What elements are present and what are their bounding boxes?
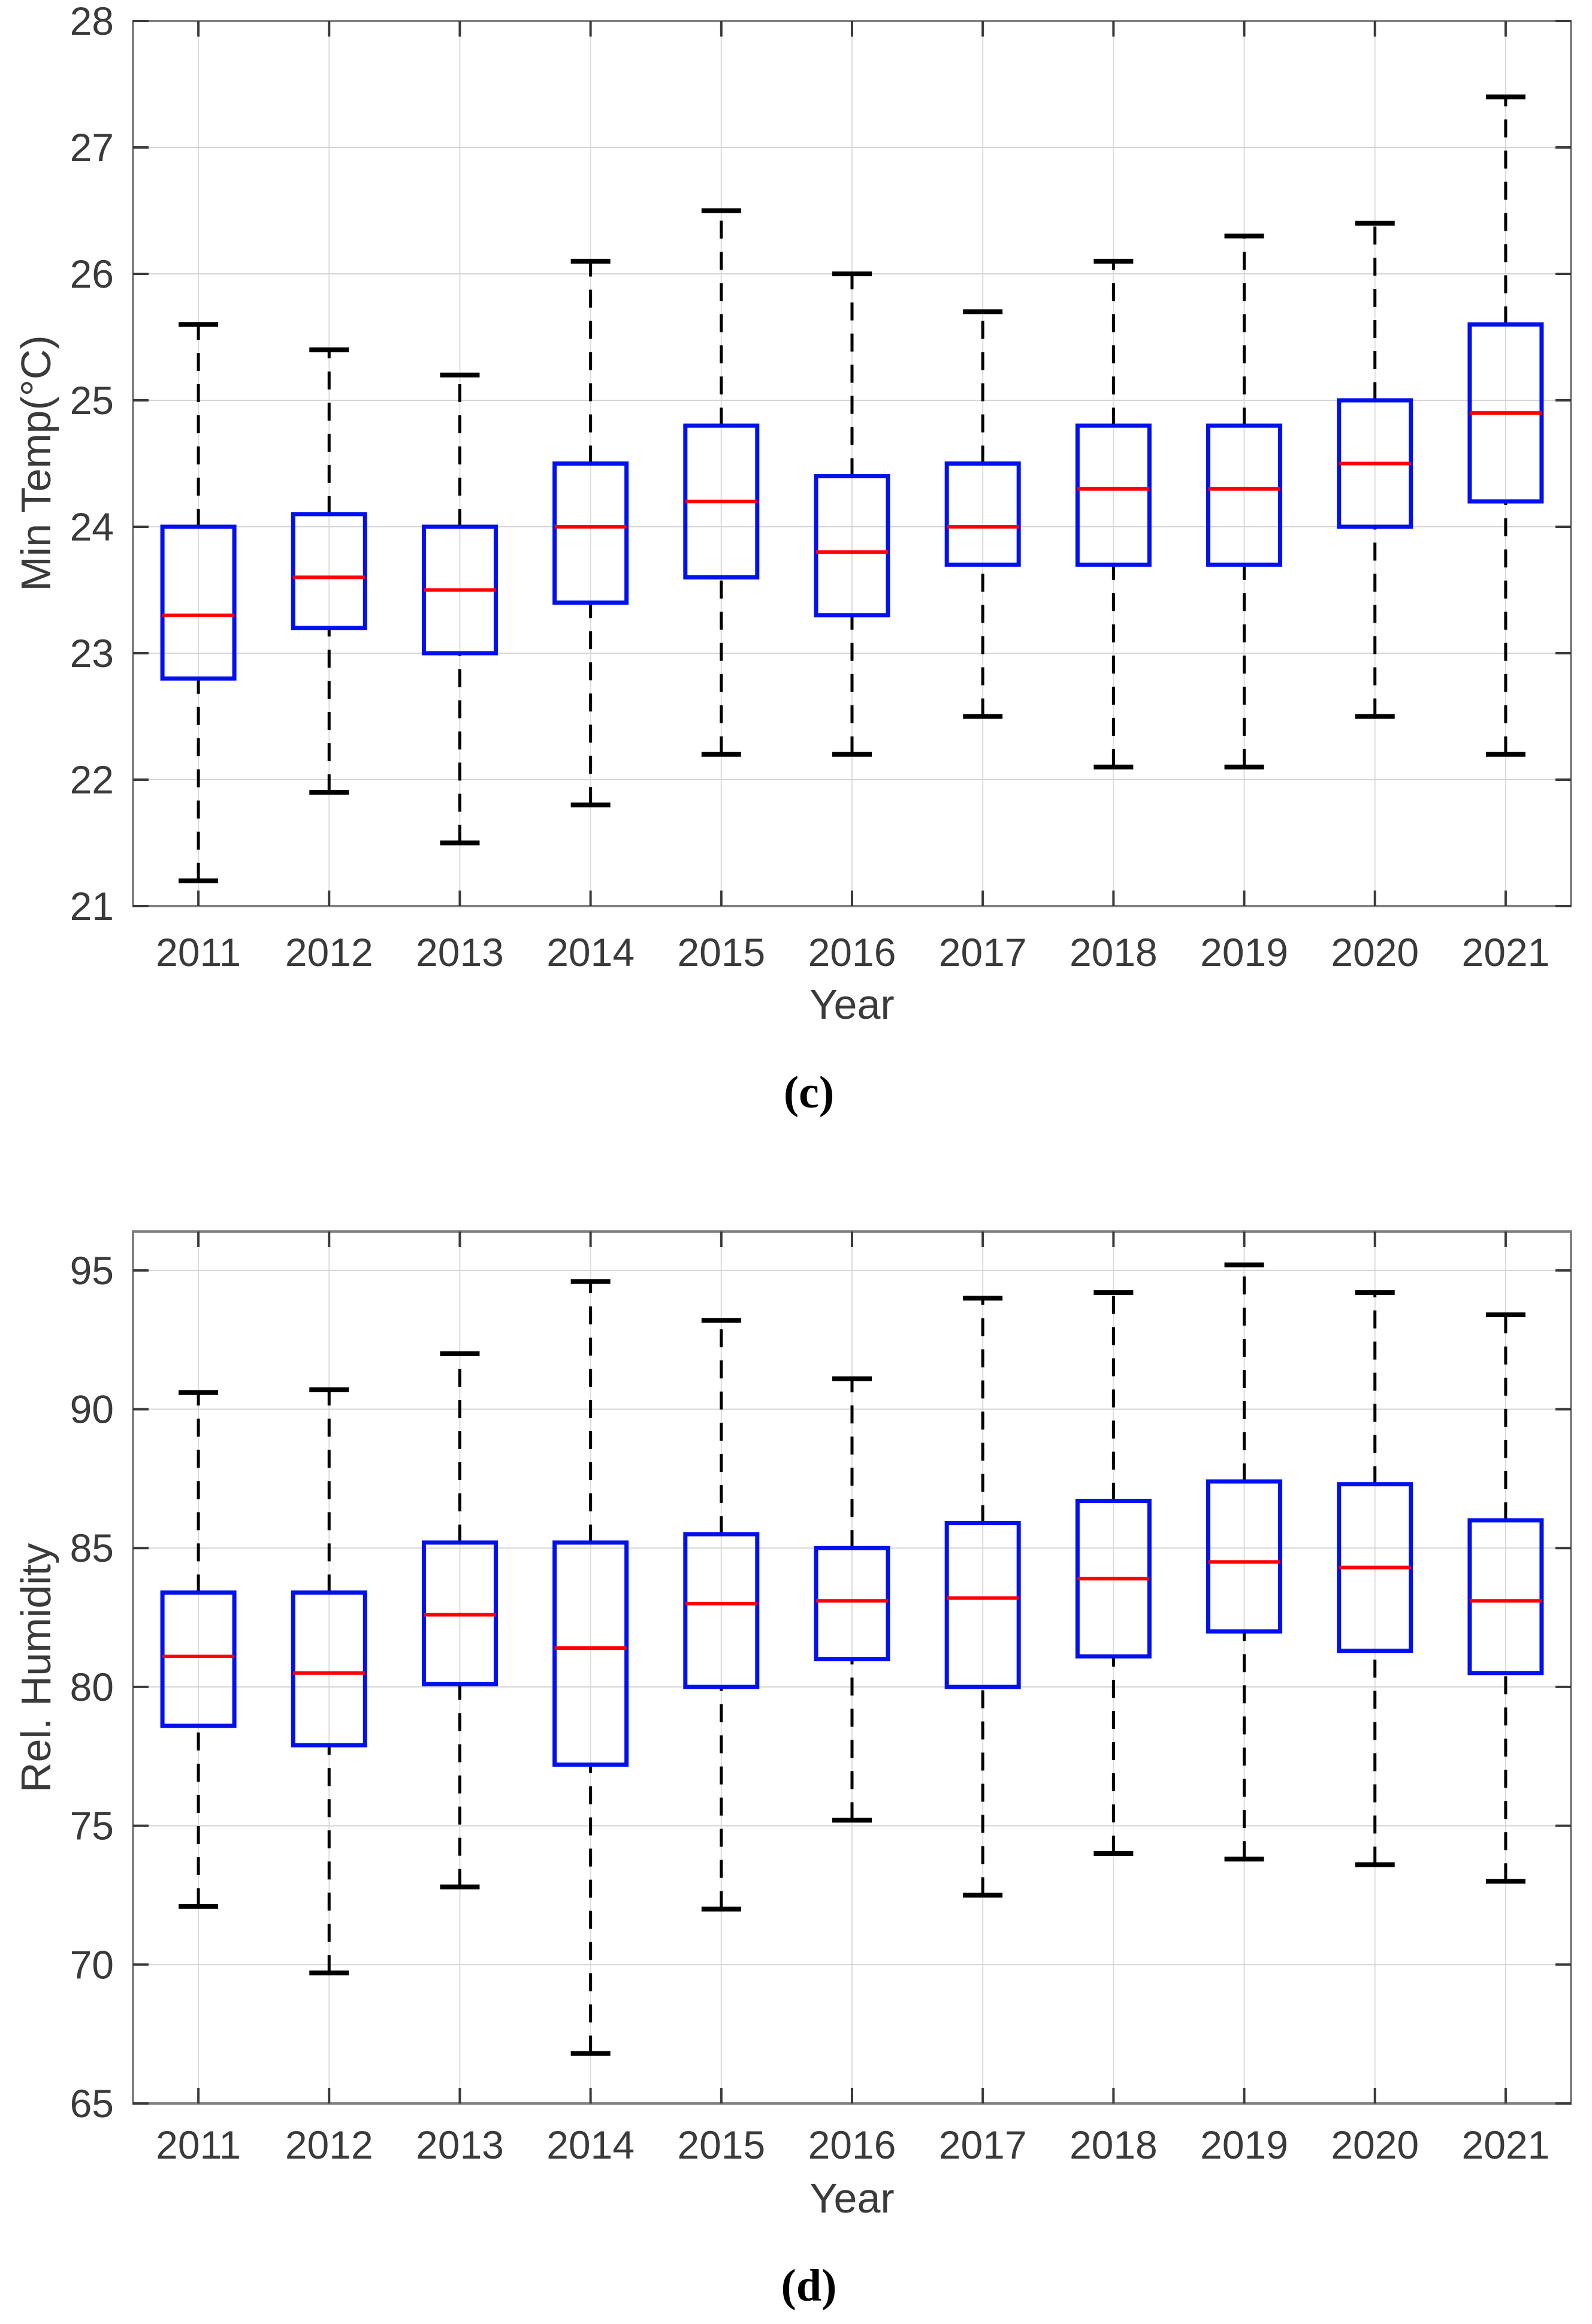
y-tick-label: 26: [70, 252, 114, 296]
iqr-box: [1075, 423, 1152, 567]
box-group-2011: [160, 1390, 237, 1909]
y-tick-label: 21: [70, 884, 114, 928]
y-tick-label: 90: [70, 1387, 114, 1432]
box-group-2016: [814, 1376, 890, 1823]
y-tick-label: 65: [70, 2081, 114, 2126]
box-group-2016: [814, 271, 890, 757]
y-tick-label: 80: [70, 1665, 114, 1709]
rel-humidity-plot-area: 65 70 75 80 85 90 95 2011 2012 2013 2014 2015 2016 20…: [70, 1230, 1572, 2167]
box-group-2014: [552, 258, 629, 808]
box-group-2013: [421, 1351, 498, 1890]
iqr-box: [683, 1532, 760, 1689]
y-tick-label: 28: [70, 0, 114, 43]
box-group-2021: [1467, 1312, 1544, 1884]
iqr-box: [160, 1590, 237, 1728]
y-tick-label: 22: [70, 757, 114, 802]
box-group-2015: [683, 1318, 760, 1912]
y-tick-label: 75: [70, 1804, 114, 1848]
y-tick-label: 27: [70, 125, 114, 170]
x-tick-label: 2017: [939, 930, 1027, 974]
min-temp-y-axis-label: Min Temp(°C): [13, 335, 59, 591]
y-tick-label: 95: [70, 1248, 114, 1293]
iqr-box: [1206, 1479, 1283, 1634]
iqr-box: [291, 1590, 367, 1747]
x-tick-label: 2011: [156, 930, 241, 974]
x-tick-label: 2011: [156, 2123, 241, 2167]
subfigure-caption-c: (c): [784, 1067, 834, 1118]
subfigure-caption-d: (d): [781, 2260, 837, 2311]
x-tick-label: 2019: [1200, 930, 1288, 974]
box-group-2012: [291, 347, 367, 795]
iqr-box: [291, 512, 367, 630]
iqr-box: [1467, 1518, 1544, 1676]
x-tick-label: 2019: [1200, 2123, 1288, 2167]
chart-rel-humidity-boxplot: 65 70 75 80 85 90 95 2011 2012 2013 2014 2015 2016 20…: [0, 1162, 1592, 2324]
x-tick-label: 2016: [808, 930, 896, 974]
min-temp-plot-area: 21 22 23 24 25 26 27 28 2011 2012 2013 2014 2015 2016…: [70, 0, 1572, 974]
x-tick-label: 2017: [939, 2123, 1027, 2167]
box-group-2015: [683, 208, 760, 757]
box-group-2017: [944, 309, 1021, 719]
x-tick-label: 2015: [677, 2123, 765, 2167]
x-tick-label: 2014: [546, 2123, 635, 2167]
y-tick-label: 25: [70, 378, 114, 422]
x-tick-label: 2018: [1070, 2123, 1158, 2167]
rel-humidity-y-axis-label: Rel. Humidity: [13, 1543, 59, 1792]
box-group-2014: [552, 1279, 629, 2056]
iqr-box: [160, 524, 237, 681]
box-group-2018: [1075, 258, 1152, 769]
x-tick-label: 2020: [1331, 2123, 1419, 2167]
chart-min-temp-boxplot: 21 22 23 24 25 26 27 28 2011 2012 2013 2014 2015 2016…: [13, 0, 1572, 1118]
box-group-2020: [1337, 221, 1413, 719]
box-group-2019: [1206, 1262, 1283, 1862]
iqr-box: [552, 461, 629, 605]
x-tick-label: 2021: [1461, 2123, 1549, 2167]
box-group-2013: [421, 372, 498, 846]
x-tick-label: 2013: [416, 2123, 504, 2167]
x-tick-label: 2021: [1461, 930, 1549, 974]
y-tick-label: 24: [70, 505, 114, 549]
box-group-2012: [291, 1387, 367, 1976]
iqr-box: [552, 1540, 629, 1767]
x-tick-label: 2013: [416, 930, 504, 974]
x-tick-label: 2014: [546, 930, 635, 974]
iqr-box: [944, 461, 1021, 567]
box-group-2020: [1337, 1290, 1413, 1867]
box-group-2017: [944, 1296, 1021, 1898]
x-tick-label: 2012: [285, 930, 373, 974]
y-tick-label: 85: [70, 1526, 114, 1570]
box-group-2018: [1075, 1290, 1152, 1856]
iqr-box: [944, 1521, 1021, 1689]
x-tick-label: 2012: [285, 2123, 373, 2167]
x-tick-label: 2018: [1070, 930, 1158, 974]
x-tick-label: 2015: [677, 930, 765, 974]
y-tick-label: 70: [70, 1942, 114, 1987]
box-group-2021: [1467, 94, 1544, 757]
iqr-box: [814, 474, 890, 618]
y-tick-label: 23: [70, 631, 114, 675]
x-tick-label: 2020: [1331, 930, 1419, 974]
box-group-2011: [160, 322, 237, 883]
x-tick-label: 2016: [808, 2123, 896, 2167]
box-group-2019: [1206, 233, 1283, 769]
iqr-box: [1206, 423, 1283, 567]
rel-humidity-x-axis-label: Year: [809, 2175, 894, 2222]
min-temp-x-axis-label: Year: [809, 981, 894, 1028]
iqr-box: [814, 1546, 890, 1662]
